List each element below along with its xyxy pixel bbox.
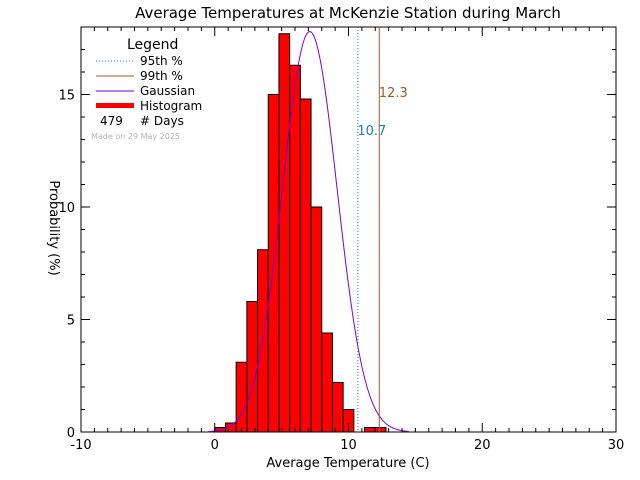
y-tick-label-3: 15 xyxy=(58,89,75,104)
histogram-bar-7 xyxy=(289,64,301,433)
legend-title: Legend xyxy=(127,37,178,53)
gaussian-curve xyxy=(208,30,409,433)
histogram-bar-14 xyxy=(364,427,376,433)
legend-p99-label: 99th % xyxy=(140,69,183,83)
legend: Legend 95th % 99th % Gaussian Histogram … xyxy=(91,37,202,141)
histogram-bars xyxy=(214,33,387,433)
y-tick-label-0: 0 xyxy=(67,426,75,441)
x-tick-label-2: 10 xyxy=(340,438,357,453)
made-on-watermark: Made on 29 May 2025 xyxy=(91,132,180,141)
histogram-bar-2 xyxy=(235,361,248,433)
p99-label: 12.3 xyxy=(379,86,408,101)
legend-p95-label: 95th % xyxy=(140,54,183,68)
y-axis-label: Probability (%) xyxy=(46,180,61,275)
legend-days-label: # Days xyxy=(140,114,184,128)
legend-histogram-label: Histogram xyxy=(140,99,202,113)
histogram-bar-11 xyxy=(331,382,344,433)
x-tick-label-4: 30 xyxy=(608,438,625,453)
histogram-bar-6 xyxy=(278,33,291,433)
histogram-bar-15 xyxy=(374,427,387,433)
y-tick-label-1: 5 xyxy=(67,314,75,329)
legend-gaussian-label: Gaussian xyxy=(140,84,195,98)
y-tick-label-2: 10 xyxy=(58,201,75,216)
legend-days-count: 479 xyxy=(100,114,123,128)
histogram-bar-8 xyxy=(299,98,312,433)
histogram-bar-10 xyxy=(321,332,333,433)
axis-ticks xyxy=(80,27,617,433)
x-axis-label: Average Temperature (C) xyxy=(266,456,429,471)
legend-histogram-swatch xyxy=(96,103,134,108)
histogram-bar-3 xyxy=(246,301,259,433)
x-tick-label-3: 20 xyxy=(474,438,491,453)
histogram-bar-9 xyxy=(310,206,323,433)
x-tick-label-1: 0 xyxy=(211,438,219,453)
p95-label: 10.7 xyxy=(357,124,386,139)
chart-title: Average Temperatures at McKenzie Station… xyxy=(135,4,561,22)
x-tick-label-0: -10 xyxy=(70,438,91,453)
